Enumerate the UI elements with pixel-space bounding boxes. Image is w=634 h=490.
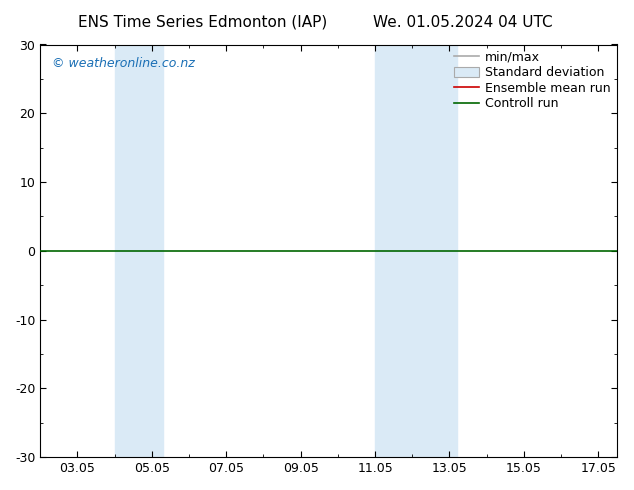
Legend: min/max, Standard deviation, Ensemble mean run, Controll run: min/max, Standard deviation, Ensemble me… xyxy=(450,47,614,114)
Text: We. 01.05.2024 04 UTC: We. 01.05.2024 04 UTC xyxy=(373,15,553,30)
Bar xyxy=(375,45,457,457)
Text: ENS Time Series Edmonton (IAP): ENS Time Series Edmonton (IAP) xyxy=(78,15,328,30)
Text: © weatheronline.co.nz: © weatheronline.co.nz xyxy=(52,57,195,70)
Bar xyxy=(115,45,163,457)
